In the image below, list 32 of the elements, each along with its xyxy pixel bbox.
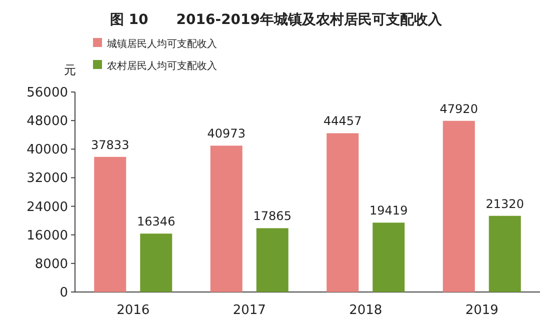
- bar: [94, 156, 126, 292]
- y-tick-label: 56000: [26, 86, 68, 100]
- data-label: 21320: [486, 196, 524, 211]
- bar: [210, 146, 242, 292]
- bar: [140, 234, 172, 292]
- chart-title: 图 10 2016-2019年城镇及农村居民可支配收入: [110, 12, 444, 28]
- data-label: 17865: [253, 209, 292, 224]
- y-tick-label: 16000: [26, 228, 68, 244]
- data-label: 44457: [324, 114, 362, 128]
- x-tick-label: 2018: [349, 303, 382, 318]
- x-tick-label: 2019: [465, 303, 498, 318]
- y-tick-label: 24000: [26, 200, 68, 215]
- y-axis-title: 元: [64, 63, 76, 77]
- legend-label: 农村居民人均可支配收入: [107, 60, 217, 72]
- bar: [326, 133, 359, 292]
- data-label: 47920: [440, 102, 478, 116]
- legend-label: 城镇居民人均可支配收入: [106, 38, 217, 50]
- data-label: 40973: [207, 126, 246, 141]
- x-tick-label: 2017: [232, 303, 266, 318]
- data-label: 19419: [370, 204, 408, 218]
- bar: [372, 222, 405, 292]
- data-label: 16346: [137, 214, 176, 229]
- y-tick-label: 48000: [26, 114, 68, 130]
- y-tick-label: 32000: [26, 171, 68, 186]
- x-tick-label: 2016: [116, 303, 150, 318]
- y-tick-label: 8000: [34, 256, 68, 272]
- bar: [256, 228, 288, 292]
- bar: [442, 120, 475, 292]
- data-label: 37833: [91, 138, 130, 152]
- bar: [488, 216, 521, 292]
- y-tick-label: 40000: [26, 142, 68, 158]
- y-tick-label: 0: [60, 286, 68, 300]
